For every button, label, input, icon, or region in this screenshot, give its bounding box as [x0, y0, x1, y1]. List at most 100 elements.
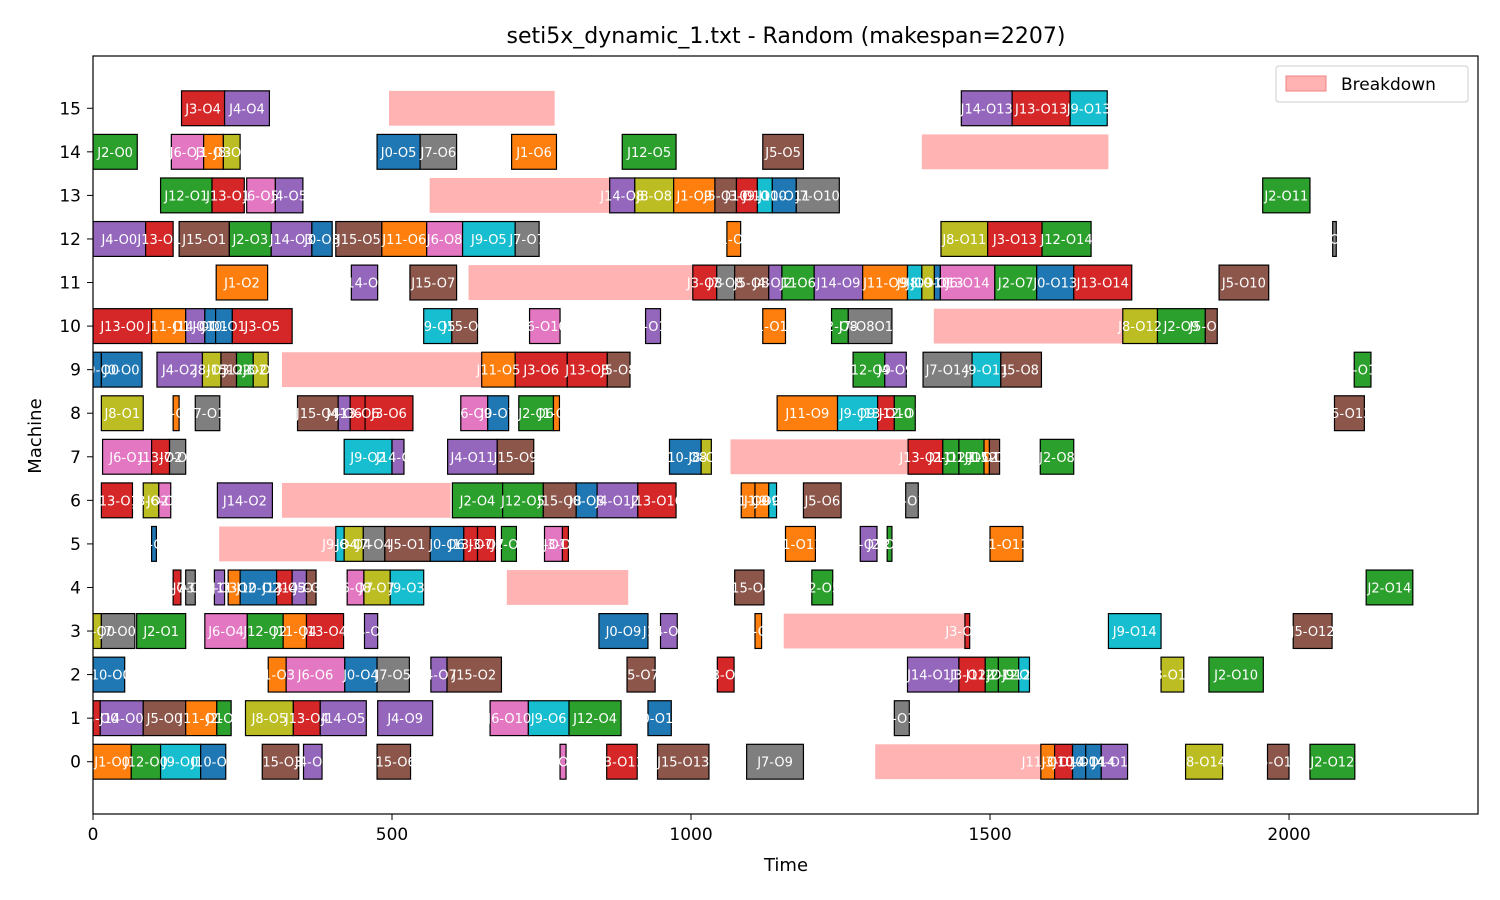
operation-bar-209: [527, 700, 570, 737]
operation-bar-2: [960, 90, 1013, 127]
operation-label-14: J12-O1: [163, 189, 208, 204]
operation-bar-131: [542, 482, 577, 519]
operation-bar-79: [156, 351, 204, 388]
operation-label-103: J2-O6: [517, 407, 554, 422]
operation-label-151: J1-O11: [777, 538, 822, 553]
operation-label-123: J15-O12: [967, 451, 1020, 466]
operation-bar-180: [964, 613, 971, 650]
operation-bar-18: [609, 177, 636, 214]
operation-bar-19: [634, 177, 675, 214]
operation-bar-211: [647, 700, 672, 737]
operation-bar-105: [776, 395, 839, 432]
y-tick-label-2: 2: [70, 666, 81, 686]
operation-label-9: J0-O5: [380, 146, 417, 161]
operation-label-109: J5-O13: [1326, 407, 1371, 422]
operation-label-164: J8-O7: [358, 581, 395, 596]
operation-bar-8: [222, 133, 241, 170]
operation-label-215: J9-O0: [162, 756, 199, 771]
y-tick-label-4: 4: [70, 578, 81, 598]
operation-label-36: J9-O5: [470, 233, 507, 248]
operation-bar-89: [884, 351, 907, 388]
operation-bar-37: [514, 220, 540, 257]
operation-label-111: J13-O2: [138, 451, 183, 466]
operation-label-46: J3-O8: [686, 277, 723, 292]
operation-label-146: J13-O7: [448, 538, 493, 553]
operation-label-44: J14-O8: [342, 277, 387, 292]
operation-label-3: J13-O13: [1014, 102, 1067, 117]
operation-bar-197: [1160, 656, 1185, 693]
operation-bar-116: [496, 438, 535, 475]
operation-bar-61: [93, 308, 153, 345]
breakdown-bar-3: [468, 265, 693, 300]
operation-bar-210: [568, 700, 622, 737]
operation-label-73: J7-O8O11: [838, 320, 901, 335]
operation-label-93: J2-O13: [1340, 364, 1385, 379]
operation-bar-125: [100, 482, 134, 519]
y-tick-label-14: 14: [59, 143, 81, 163]
operation-bar-28: [145, 220, 174, 257]
operation-bar-166: [734, 569, 765, 606]
operation-label-34: J11-O6: [381, 233, 426, 248]
operation-label-74: J8-O12: [1117, 320, 1162, 335]
operation-label-216: J10-O1: [190, 756, 235, 771]
operation-bar-172: [204, 613, 248, 650]
operation-label-212: J7-O11: [879, 712, 924, 727]
operation-label-64: J0-O1: [191, 320, 228, 335]
operation-label-37: J7-O7: [508, 233, 545, 248]
x-tick-label-0: 0: [88, 825, 99, 845]
operation-bar-78: [100, 351, 143, 388]
operation-bar-39: [940, 220, 989, 257]
operation-bar-75: [1156, 308, 1206, 345]
operation-bar-175: [305, 613, 345, 650]
operation-bar-101: [460, 395, 489, 432]
operation-label-202: J11-O1: [178, 712, 223, 727]
operation-label-118: J8-O8: [687, 451, 724, 466]
operation-label-192: J14-O11: [906, 669, 959, 684]
operation-label-221: J3-O11: [599, 756, 644, 771]
operation-bar-110: [101, 438, 153, 475]
operation-label-23: J9-O10: [742, 189, 787, 204]
operation-label-177: J0-O9: [605, 625, 642, 640]
operation-label-182: J5-O12: [1290, 625, 1335, 640]
operation-bar-229: [1184, 743, 1224, 780]
operation-label-15: J13-O1: [205, 189, 250, 204]
operation-bar-182: [1292, 613, 1333, 650]
operation-bar-219: [376, 743, 412, 780]
operation-labels-layer: J3-O4 J4-O4 J14-O13 J13-O13 J9-O13 J2-O0 J6-O3…: [93, 102, 1411, 771]
operation-label-120: J2-O10: [928, 451, 973, 466]
breakdown-bar-5: [281, 352, 482, 388]
operation-label-166: J15-O4: [726, 581, 771, 596]
operation-label-181: J9-O14: [1112, 625, 1157, 640]
operation-label-186: J0-O4: [342, 669, 379, 684]
operation-label-28: J13-O1: [136, 233, 181, 248]
operation-label-130: J12-O5: [500, 494, 545, 509]
operation-bar-4: [1069, 90, 1108, 127]
operation-bar-86: [566, 351, 608, 388]
operation-label-138: J5-O6: [803, 494, 840, 509]
operation-bar-167: [811, 569, 834, 606]
operation-label-121: J12-O12: [944, 451, 997, 466]
operation-label-139: J7-O12: [889, 494, 934, 509]
operation-label-161: J14-O3: [276, 581, 321, 596]
operation-label-25: J7-O10: [795, 189, 840, 204]
operation-bar-51: [813, 264, 864, 301]
operation-bar-212: [893, 700, 910, 737]
operation-bar-114: [391, 438, 405, 475]
operation-bar-231: [1309, 743, 1356, 780]
operation-label-38: J1-O7: [715, 233, 752, 248]
legend-breakdown-swatch: [1285, 75, 1327, 92]
operation-label-137: J9-O8: [754, 494, 791, 509]
operation-label-67: J9-O5: [419, 320, 456, 335]
operation-bar-45: [409, 264, 458, 301]
operation-label-86: J13-O8: [564, 364, 609, 379]
operation-label-230: J5-O14: [1255, 756, 1300, 771]
operation-label-180: J3-O12: [944, 625, 989, 640]
operation-label-140: J0-O2: [135, 538, 172, 553]
operation-label-75: J2-O9: [1163, 320, 1200, 335]
operation-bar-123: [988, 438, 1001, 475]
operation-bar-157: [213, 569, 226, 606]
operation-bar-20: [673, 177, 716, 214]
operation-label-159: J10-O2: [235, 581, 280, 596]
operation-label-84: J11-O5: [475, 364, 520, 379]
operation-bar-10: [419, 133, 458, 170]
